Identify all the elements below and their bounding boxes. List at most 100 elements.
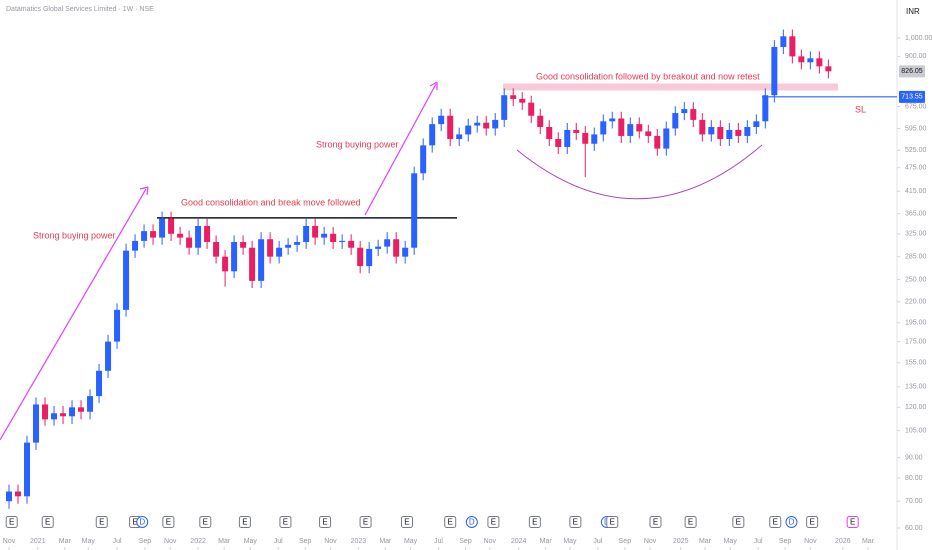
candle-body <box>195 225 202 248</box>
candle-body <box>177 233 184 238</box>
y-tick-label: 90.00 <box>905 454 923 461</box>
candle-body <box>276 247 283 257</box>
y-tick-label: 415.00 <box>905 188 927 195</box>
candle-body <box>609 118 616 122</box>
candle-body <box>573 129 580 133</box>
candle-body <box>132 240 139 251</box>
earnings-marker <box>606 516 619 528</box>
candle-body <box>789 36 796 57</box>
candle-body <box>402 247 409 257</box>
x-tick-label: Nov <box>164 538 177 545</box>
candle-body <box>249 247 256 281</box>
event-label: E <box>283 518 288 527</box>
candle-body <box>447 115 454 140</box>
candle-body <box>636 124 643 132</box>
event-label: E <box>322 518 327 527</box>
candle-body <box>393 239 400 257</box>
y-tick-label: 525.00 <box>905 147 927 154</box>
cup-arc <box>516 144 763 200</box>
y-tick-label: 80.00 <box>905 475 923 482</box>
y-tick-label: 195.00 <box>905 320 927 327</box>
x-tick-label: 2026 <box>835 538 851 545</box>
y-tick-label: 220.00 <box>905 299 927 306</box>
candle-body <box>474 122 481 126</box>
candle-body <box>645 131 652 136</box>
candle-body <box>501 95 508 120</box>
earnings-marker <box>487 516 500 528</box>
x-tick-label: Mar <box>218 538 231 545</box>
candle-body <box>753 121 760 128</box>
candle-body <box>600 121 607 135</box>
y-tick-label: 285.00 <box>905 254 927 261</box>
candle-body <box>465 125 472 135</box>
event-label: E <box>242 518 247 527</box>
candle-body <box>771 46 778 96</box>
candle-body <box>438 115 445 125</box>
annotation: Strong buying power <box>316 139 399 149</box>
candle-body <box>33 404 40 443</box>
candle-body <box>330 233 337 243</box>
earnings-marker <box>359 516 372 528</box>
candle-body <box>456 134 463 140</box>
candle-body <box>204 225 211 243</box>
candle-body <box>699 119 706 135</box>
candle-body <box>618 118 625 136</box>
dividend-marker <box>136 516 149 528</box>
x-tick-label: 2023 <box>351 538 367 545</box>
event-label: E <box>809 518 814 527</box>
arrow <box>364 83 437 216</box>
candle-body <box>168 218 175 234</box>
candle-body <box>42 404 49 420</box>
candle-body <box>510 95 517 99</box>
earnings-marker <box>569 516 582 528</box>
candle-body <box>123 250 130 310</box>
y-tick-label: 135.00 <box>905 384 927 391</box>
x-tick-label: 2025 <box>673 538 689 545</box>
candle-body <box>663 128 670 149</box>
candle-body <box>87 396 94 412</box>
dividend-marker <box>785 516 798 528</box>
candle-body <box>96 370 103 397</box>
x-tick-label: Jul <box>434 538 443 545</box>
earnings-marker <box>41 516 54 528</box>
y-tick-label: 120.00 <box>905 404 927 411</box>
x-tick-label: Jul <box>593 538 602 545</box>
event-label: D <box>789 518 795 527</box>
event-label: E <box>688 518 693 527</box>
event-label: E <box>9 518 14 527</box>
y-tick-label: 70.00 <box>905 498 923 505</box>
candle-body <box>366 248 373 267</box>
x-tick-label: May <box>244 538 258 545</box>
last-price-box <box>899 65 925 78</box>
candle-body <box>681 109 688 114</box>
y-tick-label: 475.00 <box>905 165 927 172</box>
candle-body <box>159 218 166 238</box>
event-label: E <box>850 518 855 527</box>
candle-body <box>348 240 355 248</box>
earnings-marker <box>444 516 457 528</box>
candle-body <box>321 233 328 238</box>
annotation: Good consolidation followed by breakout … <box>536 71 760 81</box>
event-label: E <box>491 518 496 527</box>
candle-body <box>258 239 265 281</box>
candle-body <box>15 491 22 497</box>
x-tick-label: May <box>563 538 577 545</box>
x-tick-label: 2021 <box>30 538 46 545</box>
dividend-marker <box>465 516 478 528</box>
x-tick-label: Sep <box>299 538 312 545</box>
candle-body <box>69 407 76 417</box>
x-tick-label: Mar <box>862 538 875 545</box>
event-label: E <box>653 518 658 527</box>
retest-zone <box>503 83 838 91</box>
candle-body <box>231 242 238 272</box>
y-tick-label: 155.00 <box>905 360 927 367</box>
candle-body <box>186 237 193 248</box>
candle-body <box>483 122 490 129</box>
candle-body <box>654 135 661 149</box>
last-price-label: 826.05 <box>901 68 923 75</box>
candle-body <box>339 240 346 243</box>
candle-body <box>564 129 571 147</box>
x-tick-label: Mar <box>379 538 392 545</box>
candle-body <box>690 109 697 120</box>
